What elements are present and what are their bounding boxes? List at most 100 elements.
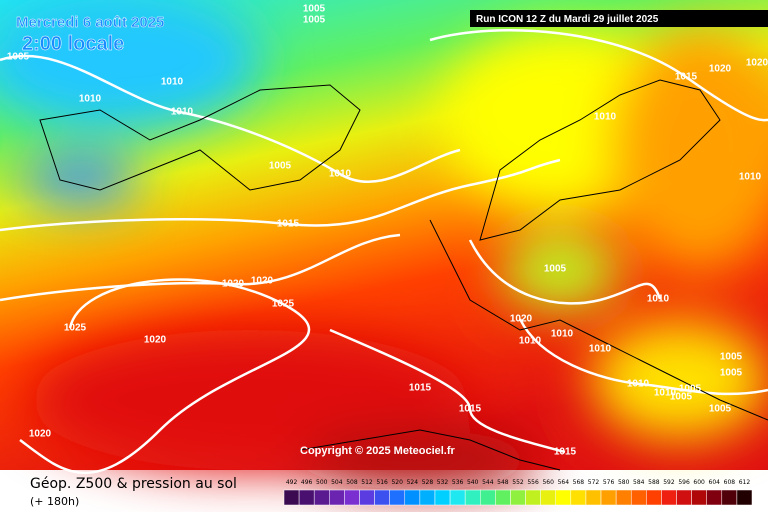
isobar-label: 1005 (269, 161, 292, 172)
isobar-label: 1010 (551, 329, 574, 340)
colorbar-label: 592 (663, 479, 675, 486)
isobar-label: 1025 (64, 323, 87, 334)
isobar-label: 1010 (171, 107, 194, 118)
colorbar-swatch (283, 489, 300, 506)
colorbar-swatch (691, 489, 707, 506)
colorbar-label: 568 (573, 479, 585, 486)
colorbar-swatch (313, 489, 330, 506)
colorbar-label: 560 (542, 479, 554, 486)
isobar-lines (0, 29, 768, 475)
forecast-lead: (+ 180h) (30, 495, 79, 508)
colorbar-swatch (480, 489, 496, 506)
valid-date: Mercredi 6 août 2025 (16, 14, 164, 31)
colorbar-swatch (404, 489, 421, 506)
isobar-label: 1020 (746, 58, 768, 69)
colorbar-swatch (510, 489, 526, 506)
colorbar-swatch (721, 489, 738, 506)
colorbar-swatch (555, 489, 572, 506)
colorbar-label: 576 (603, 479, 615, 486)
isobar-label: 1010 (329, 169, 352, 180)
colorbar-label: 588 (648, 479, 660, 486)
colorbar-label: 596 (678, 479, 690, 486)
run-info: Run ICON 12 Z du Mardi 29 juillet 2025 (476, 14, 659, 25)
isobar-label: 1015 (459, 404, 482, 415)
isobar-label: 1015 (277, 219, 300, 230)
colorbar-label: 508 (346, 479, 358, 486)
colorbar-swatch (344, 489, 360, 506)
isobar-label: 1020 (222, 279, 245, 290)
isobar-label: 1010 (739, 172, 762, 183)
isobar-label: 1010 (627, 379, 650, 390)
run-box (470, 10, 768, 27)
isobar-label: 1005 (720, 352, 743, 363)
field-shading (0, 0, 768, 490)
colorbar-swatch (736, 489, 753, 506)
colorbar-swatch (359, 489, 375, 506)
colorbar-label: 608 (724, 479, 736, 486)
isobar-label: 1005 (670, 392, 693, 403)
colorbar-swatch (329, 489, 345, 506)
isobar-label: 1020 (510, 314, 533, 325)
isobar-label: 1005 (709, 404, 732, 415)
isobar-label: 1010 (519, 336, 542, 347)
isobar-label: 1020 (144, 335, 167, 346)
isobar-label: 1010 (654, 388, 677, 399)
colorbar-label: 580 (618, 479, 630, 486)
colorbar-label: 512 (361, 479, 373, 486)
colorbar-label: 564 (558, 479, 570, 486)
colorbar-swatch (449, 489, 466, 506)
colorbar-swatch (464, 489, 481, 506)
isobar-label: 1005 (544, 264, 567, 275)
isobar-label: 1015 (675, 72, 698, 83)
copyright: Copyright © 2025 Meteociel.fr (300, 445, 456, 457)
isobar-label: 1020 (709, 64, 732, 75)
colorbar-label: 524 (407, 479, 419, 486)
colorbar-label: 612 (739, 479, 751, 486)
isobar-label: 1005 (720, 368, 743, 379)
colorbar-swatch (615, 489, 632, 506)
colorbar-label: 604 (709, 479, 721, 486)
valid-time: 2:00 locale (22, 33, 124, 55)
colorbar-label: 552 (512, 479, 524, 486)
colorbar-swatch (374, 489, 390, 506)
colorbar-swatch (585, 489, 602, 506)
colorbar-label: 536 (452, 479, 464, 486)
isobar-label: 1005 (679, 384, 702, 395)
colorbar-label: 520 (391, 479, 403, 486)
colorbar-swatch (389, 489, 406, 506)
isobar-label: 1010 (161, 77, 184, 88)
isobar-label: 1015 (409, 383, 432, 394)
colorbar-label: 516 (376, 479, 388, 486)
isobar-label: 1020 (29, 429, 52, 440)
colorbar-label: 540 (467, 479, 479, 486)
colorbar-label: 496 (301, 479, 313, 486)
colorbar-swatch (540, 489, 556, 506)
colorbar-swatch (630, 489, 647, 506)
colorbar-label: 600 (693, 479, 705, 486)
colorbar-label: 532 (437, 479, 449, 486)
colorbar-label: 504 (331, 479, 343, 486)
colorbar-swatch (706, 489, 723, 506)
colorbar-label: 556 (527, 479, 539, 486)
isobar-label: 1005 (303, 15, 326, 26)
colorbar-swatch (676, 489, 692, 506)
isobar-label: 1015 (554, 447, 577, 458)
colorbar-swatch (646, 489, 662, 506)
isobar-label: 1010 (79, 94, 102, 105)
colorbar-swatch (434, 489, 451, 506)
footer-title: Géop. Z500 & pression au sol (30, 476, 237, 492)
isobar-label: 1010 (594, 112, 617, 123)
colorbar-label: 572 (588, 479, 600, 486)
colorbar-label: 500 (316, 479, 328, 486)
isobar-label: 1010 (589, 344, 612, 355)
colorbar-swatch (570, 489, 587, 506)
colorbar-swatch (495, 489, 511, 506)
colorbar-label: 584 (633, 479, 645, 486)
isobar-label: 1005 (303, 4, 326, 15)
colorbar-swatch (600, 489, 617, 506)
colorbar-label: 492 (286, 479, 298, 486)
colorbar-swatch (298, 489, 315, 506)
isobar-label: 1025 (272, 299, 295, 310)
isobar-label: 1010 (647, 294, 670, 305)
